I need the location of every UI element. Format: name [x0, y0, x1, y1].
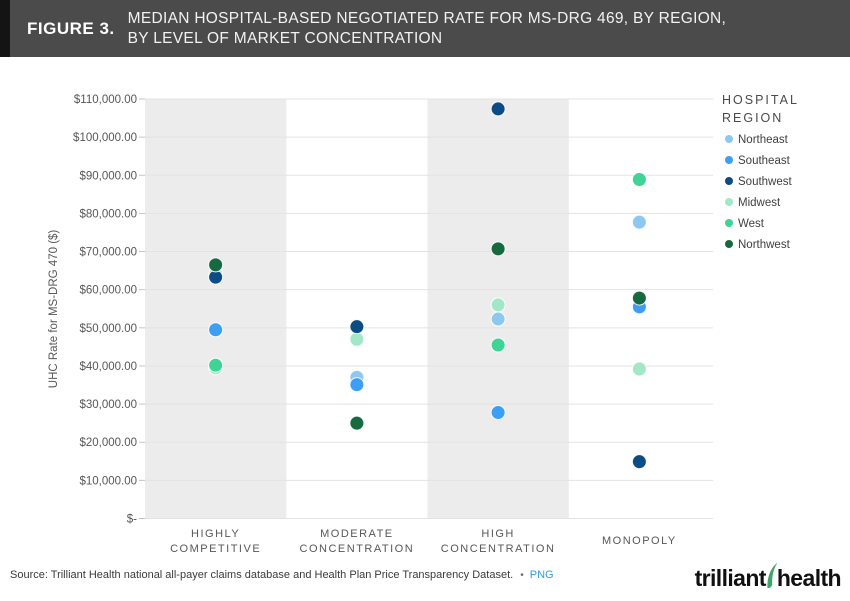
figure-title-line1: MEDIAN HOSPITAL-BASED NEGOTIATED RATE FO… [127, 10, 727, 27]
figure-title-line2: BY LEVEL OF MARKET CONCENTRATION [127, 29, 443, 47]
point-northwest-col4 [631, 290, 647, 306]
y-tick-label: $90,000.00 [79, 170, 137, 182]
y-tick-label: $50,000.00 [79, 323, 137, 335]
point-midwest-col2 [349, 331, 365, 347]
legend-label-northeast: Northeast [738, 134, 789, 146]
legend-label-midwest: Midwest [738, 197, 781, 209]
point-northwest-col2 [349, 415, 365, 431]
point-southwest-col2 [349, 319, 365, 335]
point-southwest-col3 [490, 101, 506, 117]
point-northeast-col3 [490, 311, 506, 327]
y-tick-label: $100,000.00 [73, 132, 137, 144]
y-tick-label: $70,000.00 [79, 247, 137, 259]
trilliant-health-logo: trilliant health [694, 556, 842, 592]
x-category-label: COMPETITIVE [170, 543, 261, 555]
scatter-plot: $- $10,000.00 $20,000.00 $30,000.00 $40,000.… [48, 93, 799, 555]
point-west-col3 [490, 337, 506, 353]
legend-title: HOSPITAL [722, 93, 799, 107]
logo-swoosh-icon [767, 562, 778, 589]
x-category-label: HIGHLY [191, 528, 240, 540]
separator-dot: • [520, 569, 524, 581]
x-category-label: CONCENTRATION [300, 543, 415, 555]
legend-swatch-west [725, 219, 733, 227]
point-midwest-col4 [631, 361, 647, 377]
x-category-label: MODERATE [320, 528, 394, 540]
logo-text-health: health [776, 565, 842, 591]
legend-swatch-northwest [725, 240, 733, 248]
chart: $- $10,000.00 $20,000.00 $30,000.00 $40,000.… [0, 57, 850, 557]
y-tick-label: $80,000.00 [79, 208, 137, 220]
point-southeast-col1 [208, 322, 224, 338]
legend-label-southwest: Southwest [738, 176, 793, 188]
point-northeast-col4 [631, 214, 647, 230]
y-tick-label: $30,000.00 [79, 399, 137, 411]
legend-swatch-southeast [725, 156, 733, 164]
y-tick-label: $10,000.00 [79, 475, 137, 487]
y-tick-label: $- [127, 514, 137, 526]
legend-title: REGION [722, 111, 783, 125]
legend-label-west: West [738, 218, 765, 230]
legend-swatch-midwest [725, 198, 733, 206]
png-download-link[interactable]: PNG [529, 569, 554, 581]
figure-number-label: FIGURE 3. [27, 19, 115, 38]
y-tick-label: $20,000.00 [79, 437, 137, 449]
legend-swatch-southwest [725, 177, 733, 185]
y-tick-label: $110,000.00 [74, 94, 137, 106]
source-text: Source: Trilliant Health national all-pa… [10, 569, 514, 581]
logo-text-trilliant: trilliant [694, 565, 767, 591]
y-tick-label: $40,000.00 [79, 361, 137, 373]
point-west-col1 [208, 357, 224, 373]
y-tick-label: $60,000.00 [79, 285, 137, 297]
legend-swatch-northeast [725, 135, 733, 143]
point-southeast-col2 [349, 377, 365, 393]
x-category-label: MONOPOLY [602, 535, 677, 547]
point-midwest-col3 [490, 297, 506, 313]
point-northwest-col1 [208, 257, 224, 273]
point-northwest-col3 [490, 241, 506, 257]
point-southwest-col4 [631, 454, 647, 470]
point-west-col4 [631, 171, 647, 187]
point-southeast-col3 [490, 404, 506, 420]
header-accent-bar [0, 0, 10, 57]
source-caption: Source: Trilliant Health national all-pa… [10, 569, 554, 581]
figure-title: MEDIAN HOSPITAL-BASED NEGOTIATED RATE FO… [128, 0, 727, 48]
column-band [145, 99, 287, 519]
x-category-label: HIGH [481, 528, 515, 540]
figure-header: FIGURE 3. MEDIAN HOSPITAL-BASED NEGOTIAT… [0, 0, 850, 57]
legend-label-northwest: Northwest [738, 239, 791, 251]
x-category-label: CONCENTRATION [441, 543, 556, 555]
legend-label-southeast: Southeast [738, 155, 791, 167]
y-axis-title: UHC Rate for MS-DRG 470 ($) [48, 230, 60, 389]
